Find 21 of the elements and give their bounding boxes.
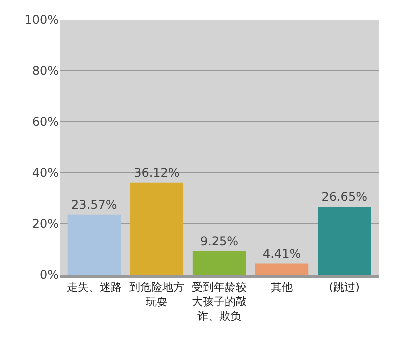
data-label: 9.25% xyxy=(200,234,239,248)
y-tick-label: 20% xyxy=(32,217,59,232)
y-tick-label: 100% xyxy=(24,13,59,28)
bar xyxy=(255,264,309,275)
bar xyxy=(318,207,372,275)
x-tick-label: (跳过) xyxy=(329,281,360,294)
y-tick-label: 40% xyxy=(32,166,59,180)
x-tick-label: 受到年龄较大孩子的敲诈、欺负 xyxy=(192,281,247,323)
y-tick-label: 0% xyxy=(40,268,59,282)
data-label: 26.65% xyxy=(322,190,368,204)
data-label: 4.41% xyxy=(262,246,302,261)
bar xyxy=(68,214,121,275)
y-tick-label: 80% xyxy=(32,64,59,78)
x-tick-label: 到危险地方玩耍 xyxy=(129,281,184,308)
x-tick-label: 走失、迷路 xyxy=(66,281,122,294)
bar xyxy=(130,182,184,275)
x-tick-label: 其他 xyxy=(271,281,294,294)
data-label: 36.12% xyxy=(134,166,180,180)
bar xyxy=(192,251,246,275)
data-label: 23.57% xyxy=(72,198,118,212)
y-tick-label: 60% xyxy=(32,115,59,130)
